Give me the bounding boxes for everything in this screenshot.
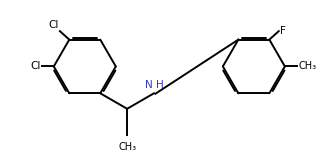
Text: N: N <box>145 80 153 90</box>
Text: Cl: Cl <box>48 20 59 30</box>
Text: Cl: Cl <box>30 61 41 71</box>
Text: F: F <box>280 26 286 36</box>
Text: CH₃: CH₃ <box>298 61 316 71</box>
Text: CH₃: CH₃ <box>118 142 136 152</box>
Text: H: H <box>156 79 164 90</box>
